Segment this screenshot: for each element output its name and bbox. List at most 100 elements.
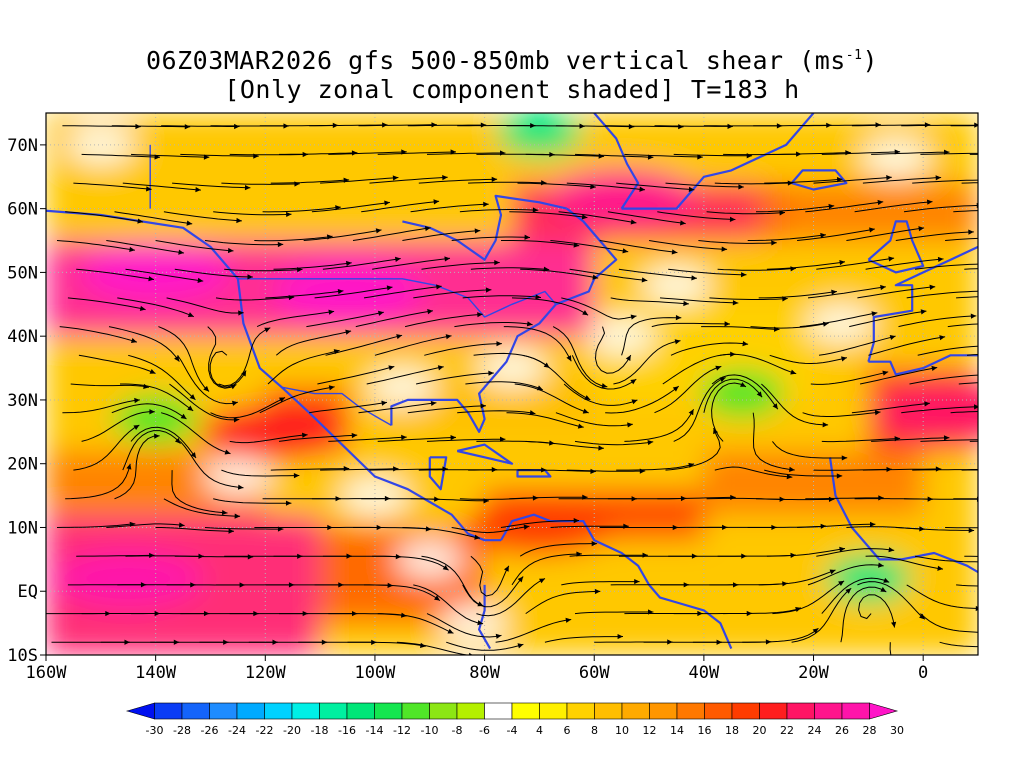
streamline-arrowhead xyxy=(351,432,358,439)
streamline xyxy=(404,313,483,328)
streamline-arrowhead xyxy=(244,185,251,191)
streamline xyxy=(476,578,546,617)
streamline xyxy=(451,525,530,534)
streamline-arrowhead xyxy=(126,463,132,470)
coastline xyxy=(456,443,514,465)
streamline xyxy=(446,641,524,651)
streamline xyxy=(62,399,140,414)
streamline-arrowhead xyxy=(594,588,601,595)
streamline-arrowhead xyxy=(683,300,689,307)
shear-maximum xyxy=(272,263,423,320)
streamline xyxy=(857,581,926,620)
streamline-arrowhead xyxy=(630,314,637,320)
streamline xyxy=(177,355,238,405)
streamline-arrowhead xyxy=(993,151,998,156)
streamline xyxy=(525,440,604,449)
streamline-arrowhead xyxy=(993,437,998,442)
title-line1-suffix: ) xyxy=(862,46,879,75)
streamline-arrowhead xyxy=(985,467,990,472)
streamline-arrowhead xyxy=(598,445,604,451)
streamline xyxy=(846,227,925,241)
streamline-arrowhead xyxy=(697,154,703,160)
streamline xyxy=(525,590,601,615)
coastline xyxy=(402,194,568,261)
streamline xyxy=(278,434,358,442)
colorbar-label: 22 xyxy=(780,724,794,737)
colorbar-arrow-high xyxy=(869,702,899,720)
streamline-arrowhead xyxy=(630,379,637,385)
colorbar-label: -8 xyxy=(452,724,463,737)
streamline-arrowhead xyxy=(724,321,730,327)
streamline xyxy=(610,297,689,305)
streamline xyxy=(120,383,194,412)
colorbar-label: 10 xyxy=(615,724,629,737)
streamline xyxy=(213,498,292,504)
streamline-arrowhead xyxy=(424,225,431,232)
streamline-arrowhead xyxy=(929,284,936,290)
colorbar-label: -18 xyxy=(311,724,329,737)
streamline-arrowhead xyxy=(187,312,194,317)
streamline-arrowhead xyxy=(581,214,588,220)
streamline xyxy=(209,350,247,388)
streamline-arrowhead xyxy=(221,509,228,516)
lon-tick-label: 120W xyxy=(245,663,287,683)
lat-tick-label: 40N xyxy=(7,327,38,347)
streamline xyxy=(309,401,388,414)
colorbar-label: -4 xyxy=(507,724,518,737)
streamline xyxy=(956,296,978,299)
streamline xyxy=(517,469,596,472)
colorbar-label: -14 xyxy=(366,724,384,737)
streamline xyxy=(221,469,300,477)
streamline-arrowhead xyxy=(237,484,244,490)
streamline xyxy=(457,410,536,415)
coastline xyxy=(828,457,978,574)
streamline-arrowhead xyxy=(732,300,739,306)
colorbar-label: 8 xyxy=(591,724,598,737)
streamline xyxy=(953,210,978,213)
streamline xyxy=(279,152,358,155)
streamline xyxy=(555,125,635,128)
streamline-arrowhead xyxy=(584,395,591,400)
streamline xyxy=(758,569,836,586)
colorbar-label: 28 xyxy=(863,724,877,737)
streamline xyxy=(747,234,826,241)
streamline-arrowhead xyxy=(386,285,393,291)
streamline xyxy=(377,436,457,442)
streamline xyxy=(76,268,155,280)
lon-tick-label: 100W xyxy=(354,663,396,683)
streamline xyxy=(314,286,393,299)
streamline-arrowhead xyxy=(474,534,481,540)
streamline xyxy=(166,297,244,314)
colorbar-swatch xyxy=(621,702,650,720)
streamline xyxy=(605,125,684,128)
streamline xyxy=(470,555,510,597)
streamline xyxy=(372,257,451,270)
streamline xyxy=(764,178,843,184)
streamline xyxy=(909,374,978,385)
political-border xyxy=(237,278,557,318)
streamline-arrowhead xyxy=(582,310,589,316)
streamline-arrowhead xyxy=(888,256,895,262)
streamline xyxy=(561,581,640,586)
streamline xyxy=(709,297,788,300)
colorbar-swatch xyxy=(539,702,568,720)
streamline-arrowhead xyxy=(384,200,390,206)
streamline-arrowhead xyxy=(829,569,836,575)
streamline xyxy=(306,311,384,328)
streamline xyxy=(901,406,978,414)
streamline-arrowhead xyxy=(831,289,837,295)
streamline xyxy=(270,179,350,184)
streamline-arrowhead xyxy=(483,201,489,208)
streamline-arrowhead xyxy=(841,356,847,362)
colorbar-swatch xyxy=(319,702,348,720)
colorbar-swatch xyxy=(374,702,403,720)
streamline-arrowhead xyxy=(920,309,927,315)
streamline-arrowhead xyxy=(741,272,747,278)
streamline xyxy=(158,326,210,392)
streamline-arrowhead xyxy=(577,423,584,429)
streamline xyxy=(317,366,395,385)
streamline xyxy=(366,366,444,385)
streamline xyxy=(161,125,240,127)
streamline xyxy=(325,334,403,356)
streamline-arrowhead xyxy=(639,186,646,192)
